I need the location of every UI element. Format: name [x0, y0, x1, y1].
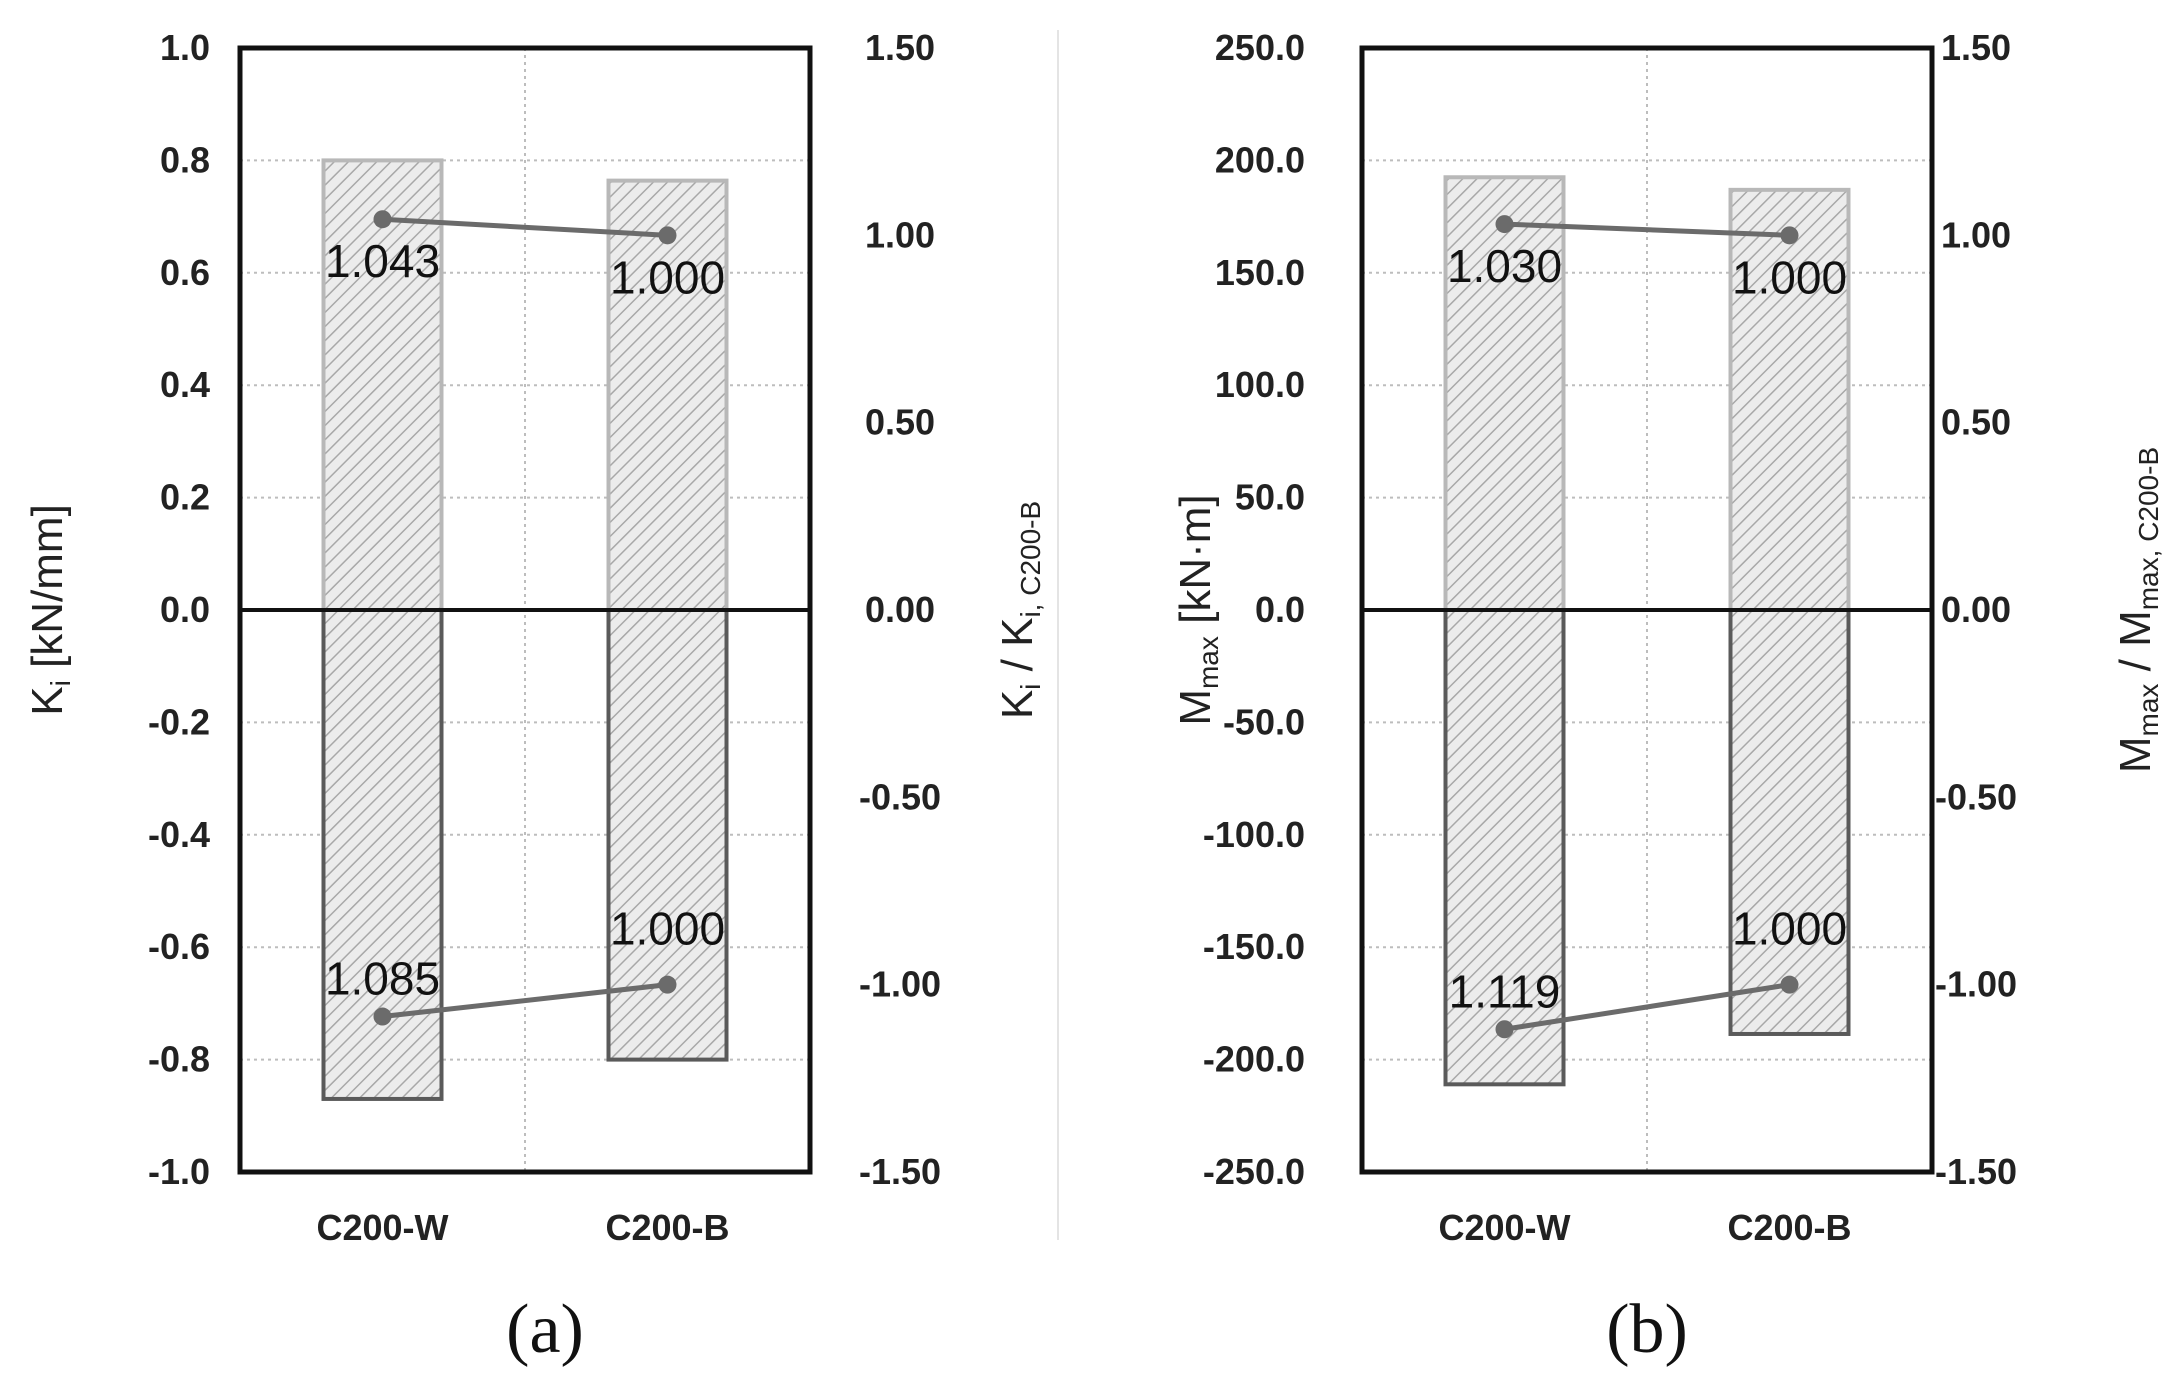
y2-axis-title-sub2: i, C200-B	[1015, 501, 1046, 618]
y-tick-label: 0.8	[160, 139, 210, 180]
bar-positive-c200-w	[1443, 175, 1566, 612]
ratio-marker	[658, 975, 677, 994]
ratio-line-negative	[382, 982, 668, 1019]
y-axis-title: Mmax [kN·m]	[1171, 494, 1224, 725]
y2-axis-title-sub2: max, C200-B	[2133, 447, 2164, 610]
y-tick-label: 0.0	[1255, 589, 1305, 630]
y-tick-label: 0.2	[160, 477, 210, 518]
plot-frame	[1359, 45, 1935, 1175]
y-tick-label: -200.0	[1203, 1039, 1305, 1080]
y2-axis-title-mid: / K	[993, 618, 1042, 684]
bar-negative-c200-b	[1728, 608, 1851, 1036]
y2-axis-title-sub: max	[2133, 684, 2164, 737]
y-tick-label: -0.2	[148, 701, 210, 742]
y2-tick-label: 1.00	[865, 214, 935, 255]
y2-axis-title: Ki / Ki, C200-B	[993, 501, 1046, 719]
ratio-marker	[658, 226, 677, 245]
y2-tick-label: 1.00	[1941, 214, 2011, 255]
ratio-line-positive	[1504, 221, 1790, 238]
chart-panel-b: 1.030 1.000 1.119 1.000 250.0 200.0 150.0 100.0…	[1171, 27, 2164, 1368]
ratio-data-label: 1.000	[610, 251, 725, 303]
ratio-data-label: 1.085	[325, 953, 440, 1005]
y2-tick-label: 0.50	[1941, 402, 2011, 443]
ratio-data-label: 1.119	[1449, 965, 1561, 1017]
y2-tick-label: -1.50	[859, 1151, 941, 1192]
y-axis-title: Ki [kN/mm]	[23, 504, 76, 716]
category-label: C200-B	[1727, 1207, 1851, 1248]
y2-tick-label: -1.50	[1935, 1151, 2017, 1192]
bar-positive-c200-b	[606, 178, 729, 613]
y2-axis-title-sub: i	[1015, 684, 1046, 690]
y-axis-title-main: K	[23, 686, 72, 715]
y2-axis-title-mid: / M	[2111, 610, 2160, 683]
y-tick-label: 150.0	[1215, 252, 1305, 293]
y-axis-title-sub: max	[1193, 636, 1224, 689]
ratio-line-negative	[1504, 982, 1790, 1032]
y-tick-label: 0.4	[160, 364, 210, 405]
ratio-marker	[1780, 975, 1799, 994]
y-tick-label: 200.0	[1215, 139, 1305, 180]
y2-tick-label: -1.00	[1935, 964, 2017, 1005]
y2-tick-label: 0.00	[1941, 589, 2011, 630]
y-tick-label: -0.6	[148, 926, 210, 967]
y2-tick-label: 1.50	[1941, 27, 2011, 68]
y-tick-label: -0.4	[148, 814, 210, 855]
category-label: C200-W	[1438, 1207, 1570, 1248]
ratio-marker	[373, 210, 392, 229]
y-tick-label: -50.0	[1223, 701, 1305, 742]
y-tick-label: 1.0	[160, 27, 210, 68]
ratio-data-label: 1.030	[1447, 240, 1562, 292]
y-tick-label: 0.0	[160, 589, 210, 630]
y-tick-label: 250.0	[1215, 27, 1305, 68]
panel-label: (a)	[506, 1291, 584, 1368]
y-axis-title-sub: i	[45, 680, 76, 686]
plot-frame	[237, 45, 813, 1175]
bar-negative-c200-w	[1443, 608, 1566, 1087]
category-label: C200-B	[605, 1207, 729, 1248]
category-label: C200-W	[316, 1207, 448, 1248]
y-axis-title-unit: [kN·m]	[1171, 494, 1220, 636]
ratio-marker	[1780, 226, 1799, 245]
panel-label: (b)	[1606, 1291, 1688, 1368]
ratio-marker	[1495, 215, 1514, 234]
y-tick-label: -0.8	[148, 1039, 210, 1080]
y-axis-title-unit: [kN/mm]	[23, 504, 72, 680]
ratio-data-label: 1.000	[610, 903, 725, 955]
ratio-data-label: 1.000	[1732, 251, 1847, 303]
y-tick-label: 100.0	[1215, 364, 1305, 405]
y2-tick-label: -0.50	[859, 776, 941, 817]
y-tick-label: -250.0	[1203, 1151, 1305, 1192]
y-tick-label: -1.0	[148, 1151, 210, 1192]
ratio-marker	[373, 1007, 392, 1026]
y-tick-label: -100.0	[1203, 814, 1305, 855]
y2-axis-title-main: K	[993, 690, 1042, 719]
bar-positive-c200-b	[1728, 187, 1851, 613]
ratio-data-label: 1.000	[1732, 903, 1847, 955]
y2-tick-label: -0.50	[1935, 776, 2017, 817]
y2-tick-label: -1.00	[859, 964, 941, 1005]
y2-axis-title-main: M	[2111, 736, 2160, 773]
ratio-data-label: 1.043	[325, 235, 440, 287]
y-tick-label: 0.6	[160, 252, 210, 293]
y2-tick-label: 1.50	[865, 27, 935, 68]
y-tick-label: -150.0	[1203, 926, 1305, 967]
y-tick-label: 50.0	[1235, 477, 1305, 518]
y2-tick-label: 0.00	[865, 589, 935, 630]
y-axis-title-main: M	[1171, 689, 1220, 726]
ratio-marker	[1495, 1020, 1514, 1039]
bar-negative-c200-w	[321, 608, 444, 1101]
chart-panel-a: 1.043 1.000 1.085 1.000 1.0 0.8 0.6 0.4 0.2 0.0 -0…	[23, 27, 1046, 1368]
ratio-line-positive	[382, 216, 668, 238]
y2-tick-label: 0.50	[865, 402, 935, 443]
y2-axis-title: Mmax / Mmax, C200-B	[2111, 447, 2164, 773]
